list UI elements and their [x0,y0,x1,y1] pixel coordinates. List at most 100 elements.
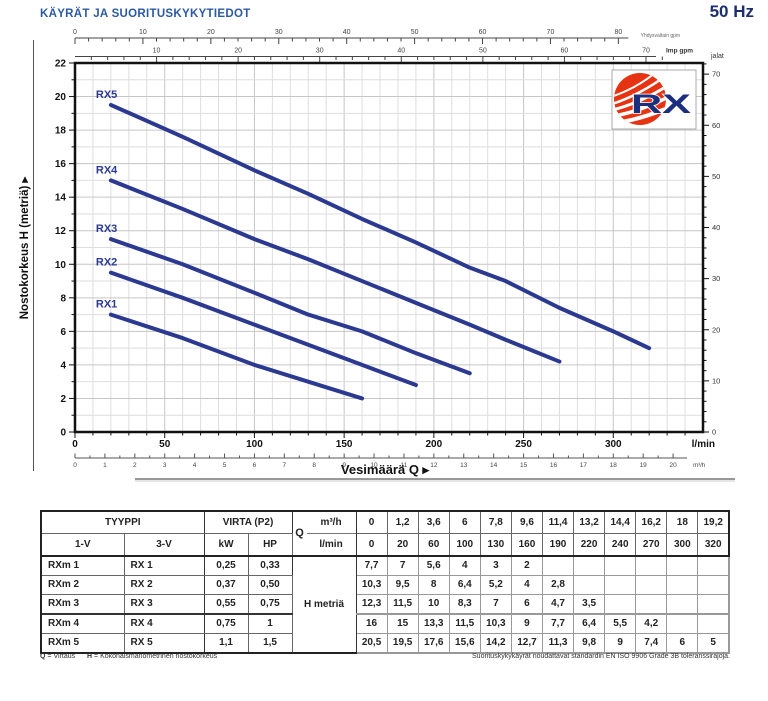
axis-m3h: 0 1 2 3 4 5 6 7 8 9 10 11 12 13 14 15 16 17 18 19 20 m³/h [73,453,705,469]
svg-text:50: 50 [411,29,419,36]
power-kw: 0,37 [203,575,249,595]
head-value: 7 [479,594,512,615]
head-value: 5,2 [479,575,512,595]
svg-text:19: 19 [640,462,648,469]
head-value: 9 [510,613,543,634]
power-hp: 0,75 [247,594,293,615]
flow-lmin-value: 270 [635,533,668,557]
flow-lmin-value: 160 [510,533,543,557]
axis-imp-gpm: 10 20 30 40 50 60 70 Imp gpm [75,48,693,63]
svg-text:20: 20 [55,92,67,103]
q-unit-lmin: l/min [319,538,343,550]
svg-text:60: 60 [712,121,720,130]
x-axis-title: Vesimäärä Q ▸ [135,462,735,482]
svg-text:20: 20 [712,325,720,334]
head-value [541,555,575,576]
svg-text:50: 50 [159,439,171,450]
svg-text:12: 12 [430,462,438,469]
model-1v: RXm 2 [40,575,125,595]
model-3v: RX 1 [123,555,205,576]
curve-label-RX1: RX1 [96,299,117,311]
flow-m3h-value: 16,2 [635,510,668,534]
head-value [604,555,637,576]
flow-lmin-value: 0 [355,533,388,557]
col-header-tyyppi: TYYPPI [39,510,205,534]
svg-text:40: 40 [343,29,351,36]
svg-text:11: 11 [401,462,408,469]
svg-text:10: 10 [712,376,720,385]
head-value [697,555,731,576]
svg-text:Imp gpm: Imp gpm [666,48,693,55]
head-value: 2,8 [541,575,575,595]
y-axis-title: Nostokorkeus H (metriä) ▸ [19,176,31,320]
svg-text:14: 14 [490,462,498,469]
table-row: RXm 3 RX 3 0,55 0,75 12,3 11,5 10 8,3 7 6 4,7 3,5 [40,594,731,615]
svg-text:50: 50 [712,172,720,181]
head-value [697,613,731,634]
head-value [604,575,637,595]
col-header-hp: HP [247,533,293,557]
svg-text:10: 10 [370,462,378,469]
curve-RX5 [108,102,652,351]
axis-head-metres: 0 2 4 6 8 10 12 14 16 18 20 22 [55,59,75,439]
head-value: 4 [448,555,481,576]
head-value: 2 [510,555,543,576]
model-3v: RX 5 [123,633,205,654]
head-value [604,594,637,615]
head-value [573,575,606,595]
head-value: 14,2 [479,633,512,654]
head-value: 20,5 [355,633,388,654]
head-value [666,613,699,634]
flow-m3h-value: 11,4 [541,510,575,534]
svg-text:150: 150 [336,439,353,450]
svg-text:1: 1 [103,462,107,469]
flow-lmin-value: 240 [604,533,637,557]
logo-text: RX [631,89,691,119]
head-value: 9,8 [573,633,606,654]
model-1v: RXm 1 [40,555,125,576]
footnote-standard: Suorituskykykäyrät noudattavat standardi… [472,653,730,660]
flow-m3h-value: 18 [666,510,699,534]
power-hp: 1 [247,613,293,634]
head-value: 6,4 [573,613,606,634]
svg-text:200: 200 [426,439,443,450]
head-value: 5,5 [604,613,637,634]
head-value: 10,3 [355,575,388,595]
head-value [635,594,668,615]
flow-m3h-value: 0 [355,510,388,534]
svg-text:15: 15 [520,462,528,469]
flow-m3h-value: 1,2 [386,510,419,534]
svg-text:30: 30 [316,48,324,55]
svg-text:jalat: jalat [710,53,724,60]
svg-text:10: 10 [139,29,147,36]
svg-text:30: 30 [712,274,720,283]
flow-m3h-value: 13,2 [573,510,606,534]
head-value: 11,5 [448,613,481,634]
head-value: 4 [510,575,543,595]
head-value: 12,7 [510,633,543,654]
svg-text:70: 70 [712,70,720,79]
head-value [635,575,668,595]
head-value: 6 [510,594,543,615]
model-3v: RX 3 [123,594,205,615]
curve-RX1 [108,312,365,401]
svg-text:0: 0 [73,462,77,469]
head-value: 17,6 [417,633,450,654]
head-value: 7 [386,555,419,576]
power-kw: 0,75 [203,613,249,634]
svg-text:18: 18 [610,462,618,469]
svg-text:18: 18 [55,126,67,137]
model-1v: RXm 3 [40,594,125,615]
svg-text:0: 0 [73,29,77,36]
head-value [697,594,731,615]
table-row: RXm 5 RX 5 1,1 1,5 20,5 19,5 17,6 15,6 14,2 12,7 1… [40,633,731,654]
pump-curves: RX5 RX4 RX3 RX2 RX1 [96,89,652,401]
svg-text:4: 4 [193,462,197,469]
svg-text:22: 22 [55,59,67,70]
head-value: 13,3 [417,613,450,634]
footnote-q-symbol: Q [40,653,46,660]
curve-label-RX4: RX4 [96,164,118,176]
svg-text:20: 20 [669,462,677,469]
